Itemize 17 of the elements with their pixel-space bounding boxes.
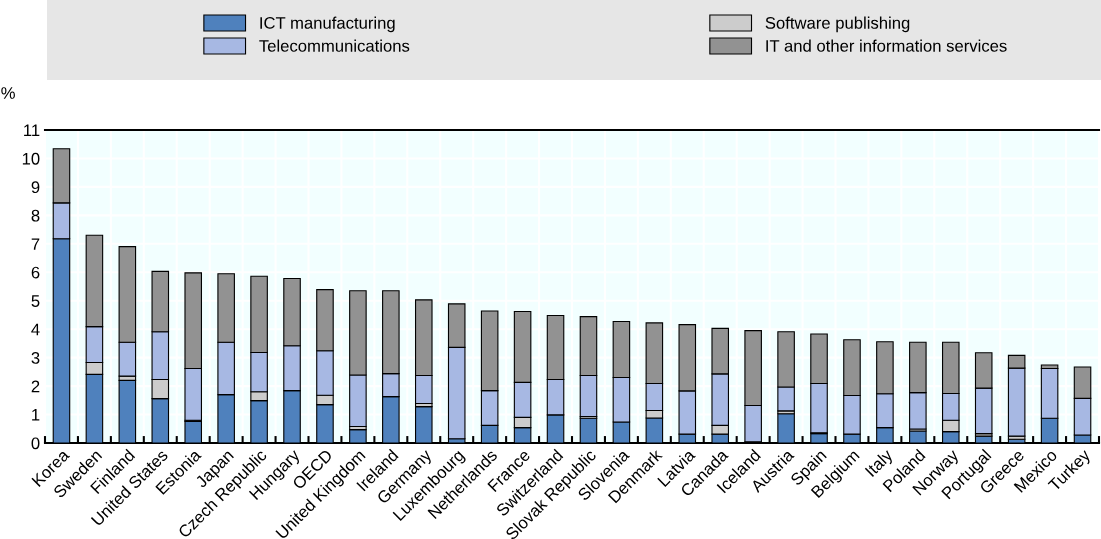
y-tick-label: 9	[31, 181, 40, 194]
legend-label: Software publishing	[765, 16, 910, 33]
y-tick-label: 5	[31, 295, 40, 307]
y-tick-label: 10	[22, 152, 40, 165]
y-tick-label: 11	[24, 124, 40, 137]
y-tick-label: 7	[31, 238, 40, 250]
y-tick-label: 2	[31, 380, 40, 393]
legend-label: Telecommunications	[259, 39, 410, 52]
y-tick-label: 3	[31, 352, 40, 364]
y-tick-label: 6	[31, 266, 40, 279]
y-tick-label: 4	[31, 323, 40, 336]
y-axis-title: %	[1, 87, 15, 99]
y-tick-label: 1	[32, 409, 40, 421]
legend-label: IT and other information services	[766, 39, 1007, 52]
y-tick-label: 8	[31, 209, 40, 222]
legend-label: ICT manufacturing	[260, 16, 395, 33]
y-tick-label: 0	[31, 437, 40, 450]
